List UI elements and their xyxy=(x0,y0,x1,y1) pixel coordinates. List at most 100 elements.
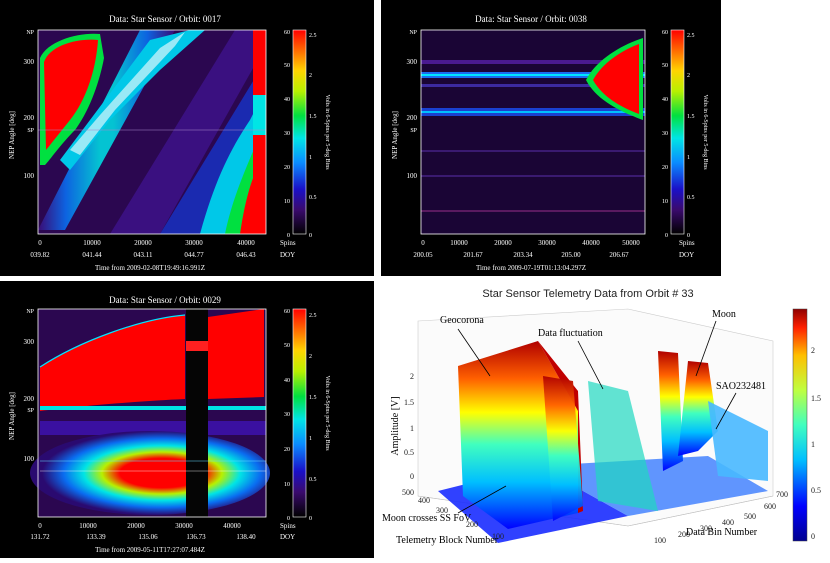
cbar-left-tick: 30 xyxy=(284,412,290,418)
y-tick-100: 100 xyxy=(24,172,35,180)
x-axis: 100 200 300 400 500 600 700 Data Bin Num… xyxy=(654,490,788,545)
doy-tick: 206.67 xyxy=(609,251,629,259)
plot-area xyxy=(420,29,646,235)
x-tick: 600 xyxy=(764,502,776,511)
y-marker-sp: SP xyxy=(27,408,34,414)
x-tick: 0 xyxy=(38,239,42,247)
x-units: Spins xyxy=(280,239,296,247)
doy-tick: 039.82 xyxy=(30,251,50,259)
annotation-geocorona: Geocorona xyxy=(440,315,484,326)
z-tick: 1.5 xyxy=(404,398,414,407)
y-tick-100: 100 xyxy=(24,455,35,463)
x-tick: 20000 xyxy=(134,239,152,247)
cbar-right-tick: 0.5 xyxy=(309,195,317,201)
chart-orbit-0017: Data: Star Sensor / Orbit: 0017 NP 300 S… xyxy=(8,14,330,272)
x-tick: 10000 xyxy=(450,239,468,247)
cbar-right-tick: 2.5 xyxy=(309,33,317,39)
chart-orbit-33-surface: Star Sensor Telemetry Data from Orbit # … xyxy=(382,288,821,546)
cbar-tick: 0.5 xyxy=(811,486,821,495)
cbar-left-tick: 50 xyxy=(662,63,668,69)
chart-title: Star Sensor Telemetry Data from Orbit # … xyxy=(482,288,693,300)
y-axis: NP 300 200 SP 100 NEP Angle [deg] xyxy=(391,30,418,180)
x-tick: 0 xyxy=(421,239,425,247)
doy-tick: 203.34 xyxy=(513,251,533,259)
cbar-right-tick: 2.5 xyxy=(309,313,317,319)
doy-tick: 046.43 xyxy=(236,251,256,259)
x-tick: 200 xyxy=(678,530,690,539)
cbar-left-tick: 30 xyxy=(284,131,290,137)
y-tick: 500 xyxy=(402,488,414,497)
cbar-left-tick: 20 xyxy=(284,165,290,171)
cbar-right-tick: 0.5 xyxy=(687,195,695,201)
panel-orbit-0017: Data: Star Sensor / Orbit: 0017 NP 300 S… xyxy=(0,0,374,276)
cbar-left-tick: 30 xyxy=(662,131,668,137)
doy-tick: 138.40 xyxy=(236,533,256,541)
cbar-right-tick: 1.5 xyxy=(309,114,317,120)
x-tick: 30000 xyxy=(185,239,203,247)
cbar-left-tick: 60 xyxy=(284,309,290,315)
cbar-right-tick: 1 xyxy=(309,155,312,161)
doy-tick: 044.77 xyxy=(184,251,204,259)
annotations: Geocorona Data fluctuation Moon SAO23248… xyxy=(382,309,766,524)
cbar-right-tick: 2.5 xyxy=(687,33,695,39)
x-tick: 400 xyxy=(722,518,734,527)
y-tick-200: 200 xyxy=(24,114,35,122)
x-axis: 0 10000 20000 30000 40000 50000 Spins 20… xyxy=(413,239,694,272)
y-tick: 200 xyxy=(466,520,478,529)
panel-orbit-0029: Data: Star Sensor / Orbit: 0029 NP 300 2… xyxy=(0,281,374,558)
surface xyxy=(438,341,768,543)
doy-tick: 041.44 xyxy=(82,251,102,259)
x-axis-label: Time from 2009-07-19T01:13:04.297Z xyxy=(476,264,586,272)
cbar-tick: 1.5 xyxy=(811,394,821,403)
cbar-left-tick: 10 xyxy=(662,199,668,205)
colorbar: 0 10 20 30 40 50 60 0 0.5 1 1.5 2 2.5 Vo… xyxy=(662,29,708,239)
cbar-left-tick: 40 xyxy=(662,97,668,103)
x-tick: 30000 xyxy=(538,239,556,247)
x-axis-label: Data Bin Number xyxy=(686,527,758,538)
y-tick: 300 xyxy=(436,506,448,515)
x-tick: 10000 xyxy=(83,239,101,247)
cbar-right-tick: 0 xyxy=(687,233,690,239)
cbar-right-tick: 2 xyxy=(687,73,690,79)
y-marker-sp: SP xyxy=(410,128,417,134)
x-axis-label: Time from 2009-05-11T17:27:07.484Z xyxy=(95,546,205,554)
y-tick-300: 300 xyxy=(24,338,35,346)
x-tick: 50000 xyxy=(622,239,640,247)
x-axis: 0 10000 20000 30000 40000 Spins 131.72 1… xyxy=(30,522,295,554)
y-tick-300: 300 xyxy=(24,58,35,66)
x-axis: 0 10000 20000 30000 40000 Spins 039.82 0… xyxy=(30,239,295,272)
y-axis-label: NEP Angle [deg] xyxy=(8,111,16,159)
cbar-left-tick: 40 xyxy=(284,97,290,103)
cbar-left-tick: 20 xyxy=(662,165,668,171)
y-tick: 400 xyxy=(418,496,430,505)
annotation-moon: Moon xyxy=(712,309,736,320)
z-axis: 2 1.5 1 0.5 0 Amplitude [V] xyxy=(390,372,414,481)
chart-title: Data: Star Sensor / Orbit: 0029 xyxy=(109,295,221,305)
cbar-left-tick: 60 xyxy=(284,30,290,36)
cbar-right-tick: 1 xyxy=(687,155,690,161)
x-tick: 30000 xyxy=(175,522,193,530)
doy-tick: 205.00 xyxy=(561,251,581,259)
x-tick: 700 xyxy=(776,490,788,499)
x-tick: 20000 xyxy=(127,522,145,530)
cbar-tick: 0 xyxy=(811,532,815,541)
z-tick: 1 xyxy=(410,424,414,433)
cbar-left-tick: 0 xyxy=(287,516,290,522)
plot-area xyxy=(37,29,267,235)
chart-title: Data: Star Sensor / Orbit: 0038 xyxy=(475,14,587,24)
doy-tick: 201.67 xyxy=(463,251,483,259)
x-units: Spins xyxy=(679,239,695,247)
cbar-left-tick: 20 xyxy=(284,447,290,453)
z-tick: 2 xyxy=(410,372,414,381)
x-tick: 20000 xyxy=(494,239,512,247)
cbar-left-tick: 50 xyxy=(284,63,290,69)
cbar-left-tick: 40 xyxy=(284,378,290,384)
x-tick: 0 xyxy=(38,522,42,530)
cbar-left-tick: 60 xyxy=(662,30,668,36)
y-axis: 500 400 300 200 100 Telemetry Block Numb… xyxy=(396,488,504,546)
y-tick: 100 xyxy=(492,532,504,541)
colorbar-label: Volts in 6-Spins per 5-deg Bins xyxy=(702,94,708,170)
doy-label: DOY xyxy=(679,251,694,259)
cbar-tick: 2 xyxy=(811,346,815,355)
y-marker-sp: SP xyxy=(27,128,34,134)
